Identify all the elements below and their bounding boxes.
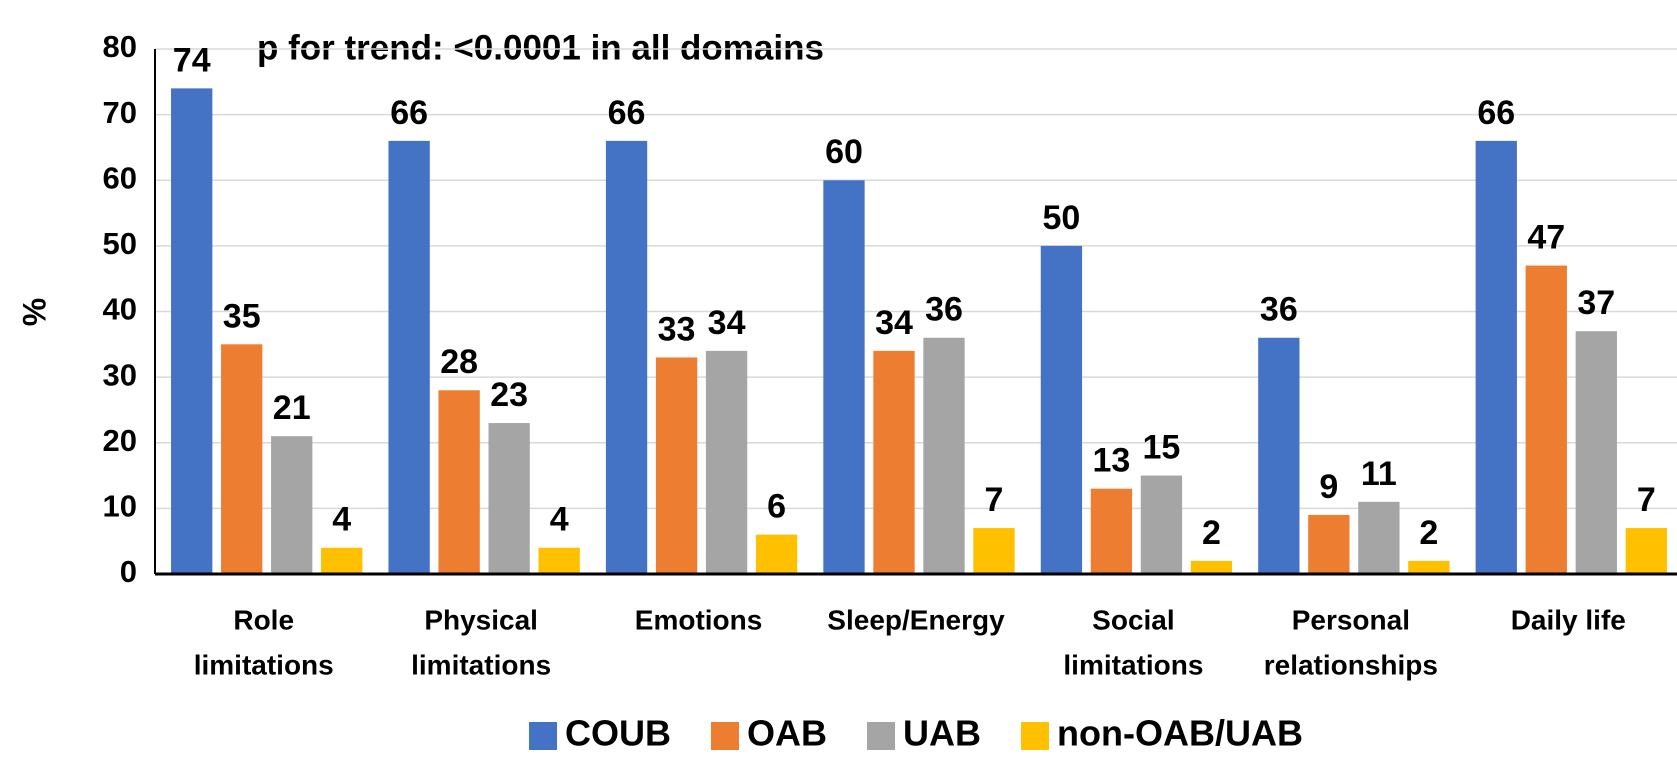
y-tick-label: 50 <box>103 226 137 261</box>
data-label: 11 <box>1361 455 1397 493</box>
bar <box>705 350 748 574</box>
x-tick-label: limitations <box>194 649 334 680</box>
x-tick-label: Personal <box>1292 604 1410 635</box>
legend: COUB OAB UAB non-OAB/UAB <box>529 713 1303 754</box>
data-label: 23 <box>490 376 528 414</box>
bar <box>755 534 798 574</box>
data-label: 33 <box>658 310 696 348</box>
x-tick-label: Social <box>1092 604 1174 635</box>
data-label: 28 <box>440 343 478 381</box>
bar <box>1575 331 1617 574</box>
data-label: 74 <box>173 41 211 79</box>
bar <box>1040 245 1083 574</box>
data-label: 50 <box>1043 199 1081 237</box>
bar <box>873 350 915 574</box>
data-label: 66 <box>608 94 646 132</box>
bar <box>488 423 530 574</box>
x-tick-label: Role <box>233 604 294 635</box>
bar <box>1408 560 1450 574</box>
legend-label: COUB <box>565 713 671 754</box>
legend-swatch <box>711 722 740 750</box>
bar <box>271 436 313 574</box>
data-label: 4 <box>550 501 569 539</box>
bar <box>655 357 698 574</box>
data-label: 47 <box>1527 219 1565 257</box>
data-label: 36 <box>1260 291 1298 329</box>
legend-swatch <box>529 722 558 750</box>
x-tick-label: limitations <box>1063 649 1203 680</box>
bar <box>923 337 965 574</box>
data-label: 21 <box>273 389 311 427</box>
data-label: 7 <box>1637 481 1656 519</box>
y-tick-label: 30 <box>103 357 137 392</box>
bar <box>538 547 580 574</box>
annotation: p for trend: <0.0001 in all domains <box>257 28 824 67</box>
y-tick-label: 80 <box>103 29 137 64</box>
bar <box>1358 501 1400 574</box>
data-label: 37 <box>1577 284 1615 322</box>
data-label: 66 <box>390 94 428 132</box>
bar <box>1258 337 1300 574</box>
y-tick-label: 10 <box>103 489 137 524</box>
x-tick-label: limitations <box>411 649 551 680</box>
data-label: 34 <box>875 304 913 342</box>
bar <box>1525 265 1567 574</box>
x-tick-label: Sleep/Energy <box>827 604 1005 635</box>
bar <box>1140 475 1183 574</box>
data-label: 9 <box>1319 468 1338 506</box>
x-tick-label: Emotions <box>635 604 763 635</box>
data-label: 4 <box>332 501 351 539</box>
bar <box>1190 560 1233 574</box>
bar <box>973 528 1015 574</box>
bar <box>171 88 213 574</box>
data-label: 36 <box>925 291 963 329</box>
data-label: 7 <box>985 481 1004 519</box>
bar <box>321 547 363 574</box>
y-tick-label: 20 <box>103 423 137 458</box>
data-label: 2 <box>1419 514 1438 552</box>
y-tick-label: 40 <box>103 292 137 327</box>
bar <box>1475 140 1517 574</box>
data-label: 66 <box>1477 94 1515 132</box>
x-tick-label: Physical <box>424 604 538 635</box>
x-tick-label: relationships <box>1264 649 1438 680</box>
y-tick-label: 0 <box>120 554 137 589</box>
legend-swatch <box>1021 722 1050 750</box>
y-tick-label: 70 <box>103 95 137 130</box>
data-label: 13 <box>1093 442 1131 480</box>
bar <box>438 390 480 574</box>
y-axis-label: % <box>16 298 52 326</box>
legend-label: UAB <box>903 713 981 754</box>
data-label: 60 <box>825 133 863 171</box>
bar <box>388 140 430 574</box>
data-label: 35 <box>223 297 261 335</box>
data-label: 2 <box>1202 514 1221 552</box>
legend-swatch <box>867 722 896 750</box>
y-tick-label: 60 <box>103 160 137 195</box>
data-label: 6 <box>767 488 786 526</box>
data-label: 34 <box>708 304 746 342</box>
bar <box>823 180 865 574</box>
legend-label: non-OAB/UAB <box>1057 713 1303 754</box>
legend-label: OAB <box>747 713 827 754</box>
bar <box>221 344 263 574</box>
data-label: 15 <box>1143 429 1181 467</box>
bar <box>1625 528 1667 574</box>
bar <box>605 140 648 574</box>
bar <box>1308 514 1350 574</box>
x-tick-label: Daily life <box>1511 604 1626 635</box>
bar <box>1090 488 1133 574</box>
